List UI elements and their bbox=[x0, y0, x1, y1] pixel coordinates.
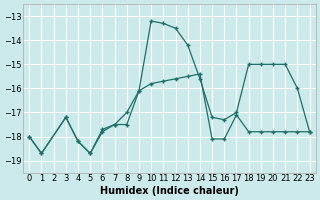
X-axis label: Humidex (Indice chaleur): Humidex (Indice chaleur) bbox=[100, 186, 239, 196]
